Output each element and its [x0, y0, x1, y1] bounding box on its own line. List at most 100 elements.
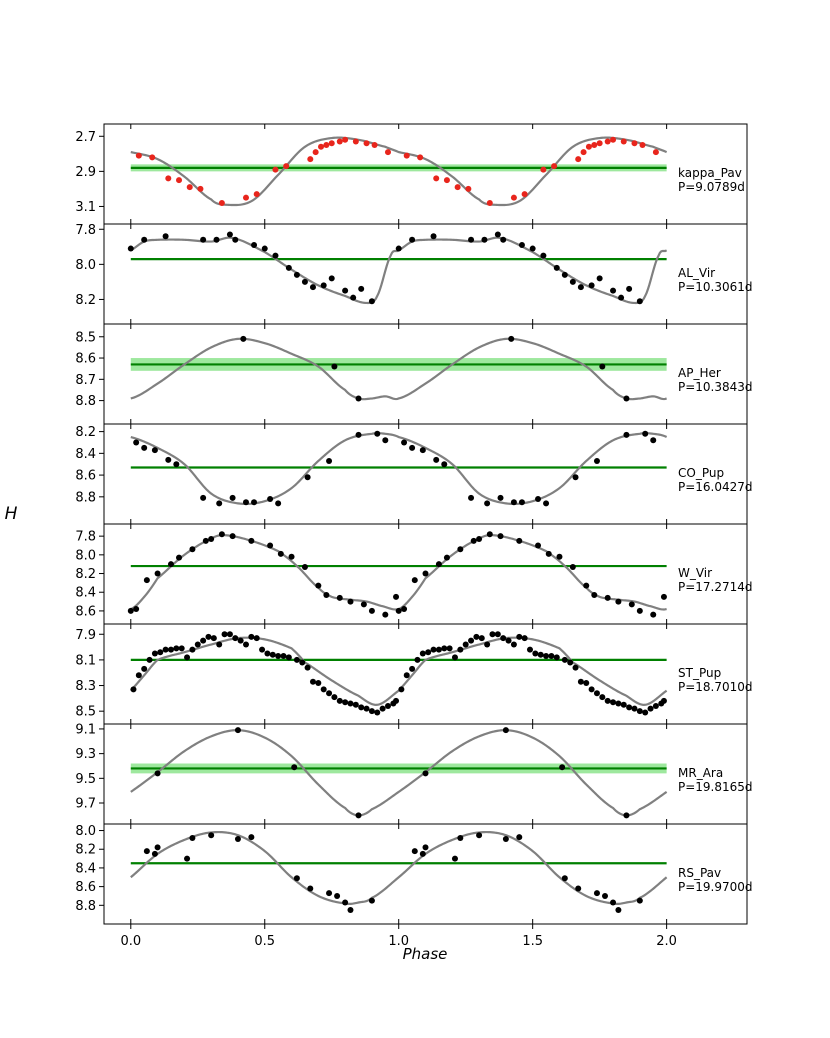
data-point — [382, 611, 389, 618]
data-point — [253, 191, 260, 198]
data-point — [315, 679, 322, 686]
data-point — [176, 177, 183, 184]
y-tick-label: 8.0 — [75, 258, 96, 273]
x-axis: 0.0 0.5 1.0 1.5 2.0 — [120, 924, 677, 949]
data-point — [540, 166, 547, 173]
star-period: P=10.3061d — [678, 280, 753, 294]
y-tick-label: 8.8 — [75, 899, 96, 914]
y-tick-label: 9.1 — [75, 722, 96, 737]
data-point — [526, 646, 533, 653]
data-point — [409, 665, 416, 672]
y-tick-label: 8.2 — [75, 293, 96, 308]
y-tick-label: 2.9 — [75, 165, 96, 180]
data-point — [604, 138, 611, 145]
data-point — [307, 885, 314, 892]
data-point — [304, 664, 311, 671]
data-point — [379, 705, 386, 712]
data-point — [200, 236, 207, 243]
data-point — [323, 142, 330, 149]
data-point — [205, 633, 212, 640]
data-point — [336, 697, 343, 704]
data-point — [650, 611, 657, 618]
data-point — [202, 537, 209, 544]
data-point — [280, 653, 287, 660]
data-point — [435, 561, 442, 568]
data-point — [636, 298, 643, 305]
data-point — [216, 500, 223, 507]
data-point — [610, 136, 617, 143]
data-point — [505, 637, 512, 644]
data-point — [342, 136, 349, 143]
data-point — [312, 149, 319, 156]
data-point — [167, 561, 174, 568]
data-point — [226, 231, 233, 238]
panel-plot-area — [130, 830, 668, 913]
data-point — [476, 832, 483, 839]
data-point — [309, 284, 316, 291]
panel-frame — [103, 823, 748, 925]
data-point — [318, 143, 325, 150]
data-point — [401, 606, 408, 613]
y-tick-label: 7.8 — [75, 223, 96, 238]
data-point — [242, 499, 249, 506]
y-tick-label: 8.2 — [75, 567, 96, 582]
data-point — [443, 177, 450, 184]
data-point — [615, 700, 622, 707]
data-point — [355, 395, 362, 402]
data-point — [470, 537, 477, 544]
data-point — [395, 245, 402, 252]
data-point — [610, 699, 617, 706]
data-point — [433, 175, 440, 182]
data-point — [580, 149, 587, 156]
data-point — [588, 282, 595, 289]
data-point — [591, 592, 598, 599]
data-point — [602, 892, 609, 899]
data-point — [350, 294, 357, 301]
data-point — [430, 233, 437, 240]
data-point — [433, 456, 440, 463]
y-tick-label: 8.4 — [75, 586, 96, 601]
data-point — [454, 184, 461, 191]
data-point — [360, 601, 367, 608]
data-point — [197, 185, 204, 192]
panel-plot-area — [129, 631, 668, 716]
data-point — [261, 245, 268, 252]
y-tick-label: 8.8 — [75, 490, 96, 505]
data-point — [548, 653, 555, 660]
data-point — [240, 335, 247, 342]
data-point — [569, 278, 576, 285]
data-point — [309, 678, 316, 685]
data-point — [631, 705, 638, 712]
data-point — [342, 899, 349, 906]
y-tick-label: 8.0 — [75, 548, 96, 563]
x-axis-label: Phase — [403, 945, 448, 963]
data-point — [419, 850, 426, 857]
data-point — [149, 154, 156, 161]
data-point — [301, 278, 308, 285]
data-point — [368, 708, 375, 715]
data-point — [283, 163, 290, 170]
model-curve — [130, 337, 667, 401]
y-tick-label: 8.6 — [75, 469, 96, 484]
data-point — [127, 607, 134, 614]
star-period: P=17.2714d — [678, 580, 753, 594]
data-point — [441, 461, 448, 468]
data-point — [189, 546, 196, 553]
data-point — [518, 499, 525, 506]
data-point — [494, 631, 501, 638]
data-point — [481, 236, 488, 243]
data-point — [299, 659, 306, 666]
data-point — [275, 500, 282, 507]
y-tick-label: 7.8 — [75, 530, 96, 545]
data-point — [371, 142, 378, 149]
model-curve — [129, 636, 668, 706]
data-point — [419, 650, 426, 657]
model-curve — [130, 830, 668, 905]
y-tick-label: 8.4 — [75, 447, 96, 462]
data-point — [320, 686, 327, 693]
data-point — [368, 298, 375, 305]
